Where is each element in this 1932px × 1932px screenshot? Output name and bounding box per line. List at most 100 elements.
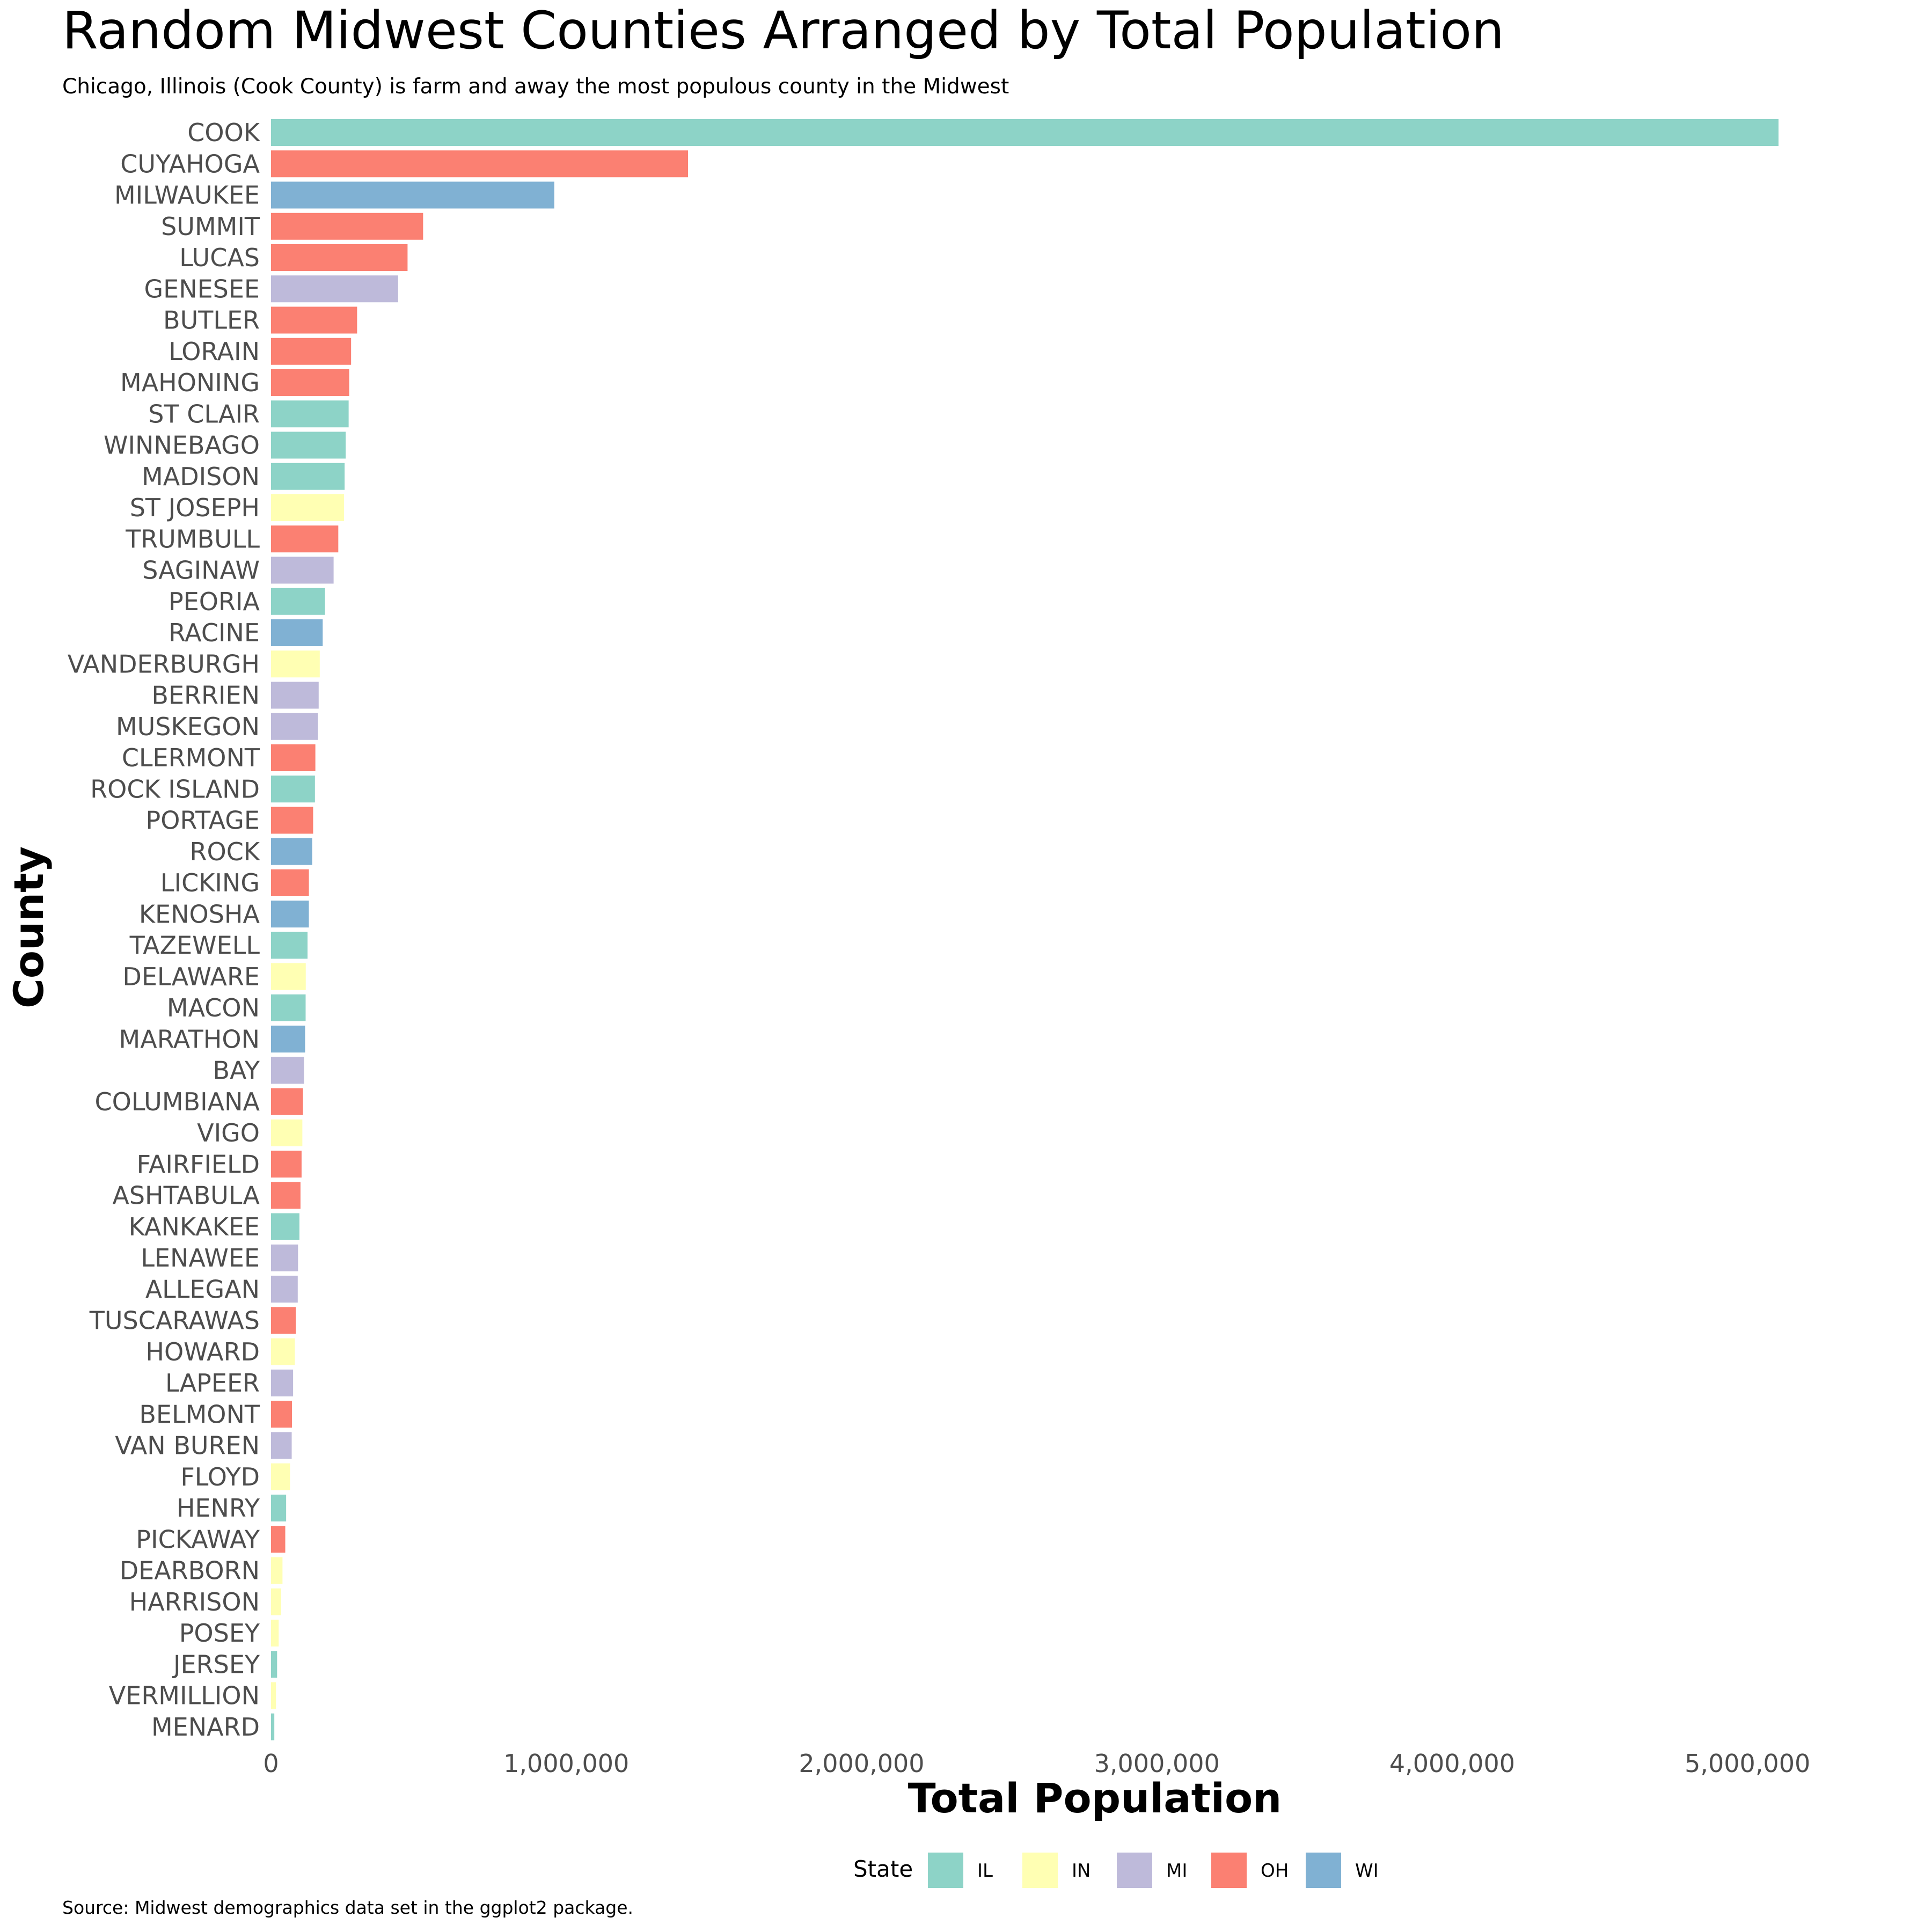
y-tick-label-posey: POSEY [179, 1619, 260, 1648]
y-tick-label-ashtabula: ASHTABULA [112, 1181, 260, 1210]
y-tick-label-kenosha: KENOSHA [139, 899, 260, 928]
bar-tazewell [271, 932, 308, 959]
y-tick-label-floyd: FLOYD [180, 1462, 260, 1491]
bar-delaware [271, 963, 306, 990]
y-tick-label-dearborn: DEARBORN [120, 1556, 260, 1585]
y-tick-label-macon: MACON [167, 993, 260, 1022]
bar-vigo [271, 1119, 303, 1146]
bar-cuyahoga [271, 150, 689, 178]
bar-summit [271, 213, 423, 240]
bar-rock [271, 838, 312, 865]
bar-st-joseph [271, 494, 344, 521]
bar-berrien [271, 682, 319, 709]
bar-mahoning [271, 369, 349, 396]
y-tick-label-bay: BAY [213, 1056, 260, 1085]
bar-lapeer [271, 1370, 294, 1396]
x-axis-tick-labels: 0 1,000,000 2,000,000 3,000,000 4,000,000 5,0… [263, 1749, 1810, 1778]
bar-van-buren [271, 1432, 292, 1459]
bar-genesee [271, 275, 398, 303]
x-tick-label-0: 0 [263, 1749, 279, 1778]
y-tick-label-jersey: JERSEY [172, 1650, 260, 1679]
x-tick-label-5: 5,000,000 [1685, 1749, 1810, 1778]
y-tick-label-portage: PORTAGE [146, 806, 260, 835]
y-tick-label-vanderburgh: VANDERBURGH [68, 649, 260, 678]
bar-lorain [271, 338, 352, 365]
bar-henry [271, 1495, 287, 1521]
bar-trumbull [271, 525, 339, 553]
y-tick-label-vigo: VIGO [197, 1118, 260, 1147]
bar-muskegon [271, 713, 318, 740]
y-tick-label-winnebago: WINNEBAGO [104, 431, 260, 460]
chart-title: Random Midwest Counties Arranged by Tota… [62, 1, 1504, 61]
y-tick-label-allegan: ALLEGAN [145, 1275, 260, 1304]
y-tick-label-belmont: BELMONT [139, 1400, 260, 1429]
bar-howard [271, 1338, 295, 1365]
bar-kankakee [271, 1213, 299, 1240]
chart-subtitle: Chicago, Illinois (Cook County) is farm … [62, 75, 1009, 99]
y-axis-title: County [5, 846, 53, 1008]
y-tick-label-lapeer: LAPEER [165, 1368, 260, 1397]
y-tick-label-saginaw: SAGINAW [142, 556, 260, 585]
legend-swatch-wi [1306, 1853, 1341, 1888]
y-tick-label-marathon: MARATHON [119, 1024, 260, 1053]
y-tick-label-pickaway: PICKAWAY [136, 1525, 260, 1554]
bar-portage [271, 807, 313, 834]
y-tick-label-genesee: GENESEE [144, 274, 260, 303]
y-tick-label-kankakee: KANKAKEE [129, 1212, 260, 1241]
y-tick-label-clermont: CLERMONT [122, 743, 260, 772]
bar-kenosha [271, 901, 309, 928]
x-tick-label-4: 4,000,000 [1389, 1749, 1515, 1778]
bar-macon [271, 994, 306, 1021]
legend-swatch-in [1022, 1853, 1058, 1888]
legend-label-oh: OH [1261, 1860, 1289, 1882]
bar-st-clair [271, 400, 349, 428]
bar-lenawee [271, 1245, 298, 1271]
bar-bay [271, 1057, 304, 1084]
x-tick-label-3: 3,000,000 [1094, 1749, 1220, 1778]
y-tick-label-cuyahoga: CUYAHOGA [120, 149, 260, 178]
y-tick-label-peoria: PEORIA [169, 587, 260, 616]
bar-lucas [271, 244, 408, 271]
bar-harrison [271, 1588, 281, 1615]
y-tick-label-milwaukee: MILWAUKEE [114, 181, 260, 210]
bar-peoria [271, 588, 325, 615]
y-tick-label-butler: BUTLER [163, 306, 260, 335]
y-tick-label-st-joseph: ST JOSEPH [130, 493, 260, 522]
legend-entries: IL IN MI OH WI [928, 1853, 1379, 1888]
y-tick-label-howard: HOWARD [145, 1337, 260, 1366]
bar-ashtabula [271, 1182, 301, 1209]
bar-pickaway [271, 1526, 286, 1553]
bar-licking [271, 869, 309, 896]
y-tick-label-lorain: LORAIN [169, 337, 260, 366]
y-tick-label-fairfield: FAIRFIELD [137, 1150, 260, 1179]
x-tick-label-1: 1,000,000 [503, 1749, 629, 1778]
bar-menard [271, 1713, 275, 1740]
x-axis-title: Total Population [908, 1774, 1282, 1822]
legend-label-mi: MI [1166, 1860, 1187, 1882]
bar-vermillion [271, 1682, 276, 1709]
bar-racine [271, 619, 323, 646]
bar-rock-island [271, 775, 315, 803]
bar-tuscarawas [271, 1307, 296, 1334]
bar-jersey [271, 1651, 277, 1678]
y-tick-label-lucas: LUCAS [179, 243, 260, 272]
legend-label-in: IN [1072, 1860, 1091, 1882]
y-tick-label-van-buren: VAN BUREN [115, 1431, 260, 1460]
y-tick-label-trumbull: TRUMBULL [125, 524, 260, 553]
bar-belmont [271, 1401, 292, 1428]
legend-swatch-oh [1211, 1853, 1247, 1888]
y-tick-label-racine: RACINE [169, 618, 260, 647]
y-tick-label-licking: LICKING [160, 868, 260, 897]
legend-label-wi: WI [1355, 1860, 1379, 1882]
x-tick-label-2: 2,000,000 [799, 1749, 924, 1778]
legend-label-il: IL [977, 1860, 993, 1882]
y-tick-label-delaware: DELAWARE [122, 962, 260, 991]
bar-cook [271, 119, 1779, 146]
bar-milwaukee [271, 181, 554, 209]
bar-fairfield [271, 1151, 302, 1178]
bar-butler [271, 306, 357, 334]
y-tick-label-muskegon: MUSKEGON [116, 712, 260, 741]
y-tick-label-lenawee: LENAWEE [141, 1243, 260, 1272]
